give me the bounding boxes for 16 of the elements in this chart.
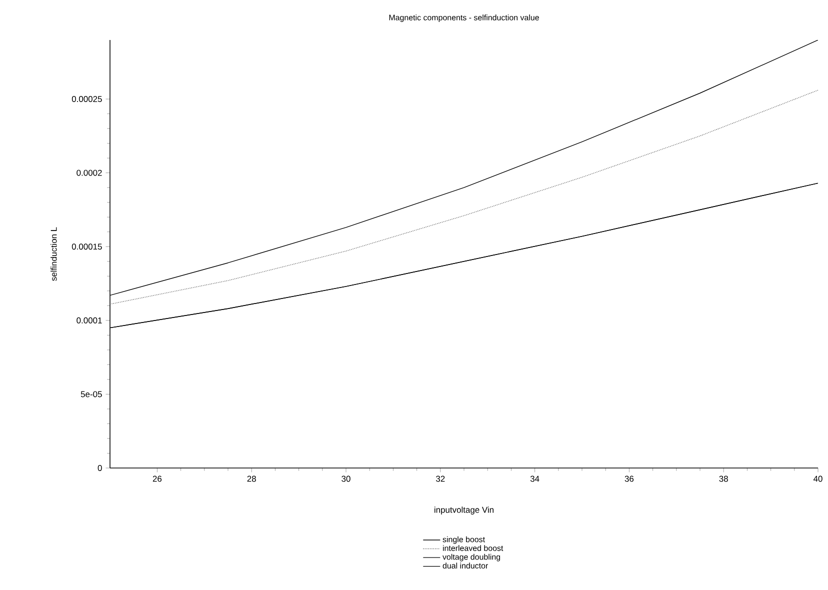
x-tick-label: 36 [624, 476, 634, 482]
y-tick-label: 5e-05 [80, 391, 102, 398]
y-tick-label: 0.0002 [76, 170, 102, 176]
y-tick-label: 0.0001 [76, 317, 102, 324]
y-tick-label: 0.00015 [72, 244, 102, 250]
y-axis-title: selfinduction L [50, 227, 57, 281]
x-tick-label: 38 [719, 476, 728, 482]
x-tick-label: 28 [247, 476, 256, 482]
y-tick-label: 0.00025 [72, 96, 102, 102]
x-tick-label: 26 [152, 476, 162, 482]
y-tick-label: 0 [98, 465, 102, 471]
x-tick-label: 32 [436, 476, 445, 482]
x-tick-label: 30 [342, 476, 350, 482]
x-axis-title: inputvoltage Vin [434, 506, 494, 514]
x-tick-label: 40 [813, 476, 822, 482]
x-tick-label: 34 [530, 476, 540, 482]
